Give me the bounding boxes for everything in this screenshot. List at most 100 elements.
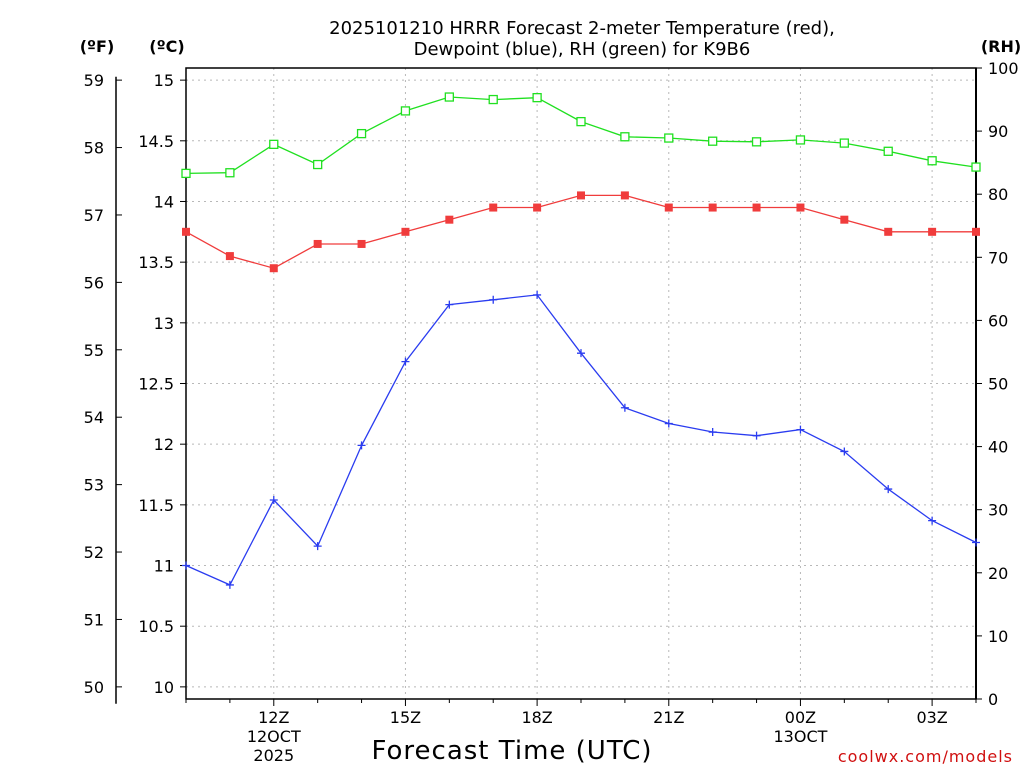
chart-title-line1: 2025101210 HRRR Forecast 2-meter Tempera… [329, 18, 835, 39]
rh-point [927, 156, 937, 166]
temperature-point [489, 203, 498, 212]
rh-point [620, 132, 630, 142]
rh-point [400, 106, 411, 116]
celsius-tick-label: 11 [154, 557, 174, 576]
fahrenheit-tick-label: 54 [84, 408, 104, 427]
dewpoint-point [225, 580, 234, 589]
rh-tick-label: 30 [988, 501, 1008, 520]
gridlines [186, 68, 976, 699]
rh-point [225, 168, 235, 178]
x-axis-label: Forecast Time (UTC) [371, 736, 652, 766]
temperature-point [884, 227, 893, 236]
temperature-point [401, 227, 410, 236]
chart-title-line2: Dewpoint (blue), RH (green) for K9B6 [414, 39, 751, 60]
x-tick-label: 12Z [258, 708, 289, 727]
temperature-point [752, 203, 761, 212]
temperature-line [185, 194, 976, 269]
rh-line [185, 96, 977, 175]
rh-point [532, 93, 542, 103]
plot-frame [185, 67, 977, 700]
temperature-point [664, 203, 673, 212]
temperature-point [620, 191, 629, 200]
temperature-point [313, 239, 322, 248]
rh-point [839, 138, 849, 148]
rh-point [708, 136, 718, 146]
temperature-point [182, 227, 190, 236]
temperature-point [796, 203, 805, 212]
dewpoint-point [752, 431, 761, 440]
celsius-tick-label: 13 [154, 314, 174, 333]
celsius-tick-label: 14 [154, 192, 174, 211]
fahrenheit-unit-label: (ºF) [80, 37, 115, 56]
x-tick-label: 2025 [253, 746, 294, 765]
dewpoint-point [182, 561, 190, 570]
temperature-point [269, 264, 278, 273]
celsius-tick-label: 10.5 [138, 617, 174, 636]
rh-tick-label: 10 [988, 627, 1008, 646]
fahrenheit-tick-label: 52 [84, 543, 104, 562]
dewpoint-line [185, 294, 977, 586]
rh-point [751, 137, 762, 147]
dewpoint-point [533, 290, 542, 299]
dewpoint-point [664, 419, 673, 428]
dewpoint-point [884, 485, 893, 494]
fahrenheit-tick-label: 50 [84, 678, 104, 697]
dewpoint-point [840, 447, 849, 456]
celsius-tick-label: 11.5 [138, 496, 174, 515]
temperature-point [840, 215, 849, 224]
x-tick-label: 15Z [390, 708, 421, 727]
temperature-point [445, 215, 454, 224]
x-tick-label: 03Z [916, 708, 947, 727]
rh-point [313, 159, 323, 170]
x-tick-label: 18Z [521, 708, 552, 727]
rh-tick-label: 70 [988, 248, 1008, 267]
fahrenheit-tick-label: 56 [84, 273, 104, 292]
temperature-point [533, 203, 542, 212]
temperature-point [972, 227, 980, 236]
rh-point [488, 94, 498, 105]
fahrenheit-tick-label: 59 [84, 71, 104, 90]
rh-point [971, 162, 981, 172]
celsius-tick-label: 12.5 [138, 375, 174, 394]
rh-tick-label: 80 [988, 185, 1008, 204]
dewpoint-point [313, 542, 322, 551]
dewpoint-point [928, 516, 937, 525]
fahrenheit-tick-label: 57 [84, 206, 104, 225]
celsius-tick-label: 13.5 [138, 253, 174, 272]
temperature-point [708, 203, 717, 212]
rh-tick-label: 90 [988, 122, 1008, 141]
celsius-tick-label: 12 [154, 435, 174, 454]
dewpoint-point [269, 495, 278, 504]
celsius-unit-label: (ºC) [149, 37, 184, 56]
dewpoint-point [445, 300, 454, 309]
dewpoint-point [972, 538, 980, 547]
rh-point [883, 146, 893, 156]
celsius-tick-label: 10 [154, 678, 174, 697]
rh-point [795, 135, 806, 145]
credit-label: coolwx.com/models [838, 747, 1013, 766]
rh-point [181, 168, 191, 179]
rh-point [576, 116, 586, 127]
rh-point [269, 139, 279, 150]
data-series [181, 92, 981, 589]
celsius-tick-label: 14.5 [138, 132, 174, 151]
temperature-point [577, 191, 585, 200]
fahrenheit-tick-label: 55 [84, 341, 104, 360]
temperature-point [928, 227, 937, 236]
x-tick-label: 21Z [653, 708, 684, 727]
rh-tick-label: 40 [988, 438, 1008, 457]
rh-point [664, 133, 674, 143]
rh-tick-label: 50 [988, 375, 1008, 394]
dewpoint-point [357, 441, 366, 450]
dewpoint-point [796, 425, 805, 434]
dewpoint-point [577, 349, 585, 358]
rh-unit-label: (RH) [981, 37, 1021, 56]
dewpoint-point [401, 357, 410, 366]
x-tick-label: 00Z [785, 708, 816, 727]
rh-point [444, 92, 454, 102]
temperature-point [225, 252, 234, 261]
dewpoint-point [708, 428, 717, 437]
x-tick-label: 13OCT [773, 727, 827, 746]
